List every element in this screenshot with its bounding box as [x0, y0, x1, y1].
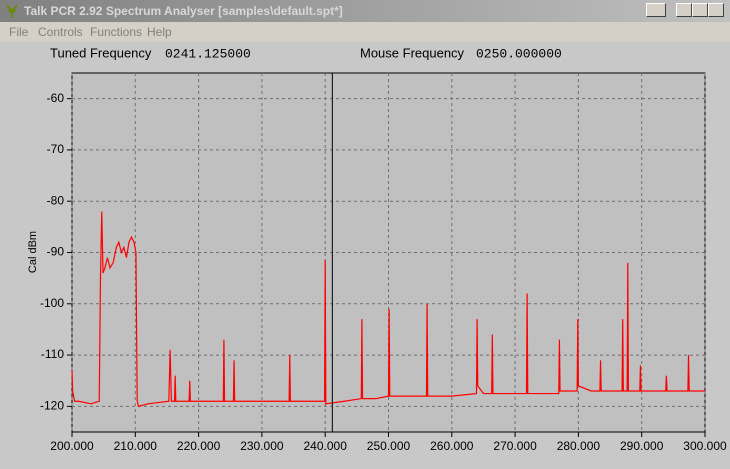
x-tick-label: 220.000 — [177, 439, 221, 453]
y-tick-label: -120 — [40, 399, 64, 413]
y-tick-label: -100 — [40, 296, 64, 310]
x-tick-label: 230.000 — [240, 439, 284, 453]
x-tick-label: 240.000 — [304, 439, 348, 453]
mouse-label: Mouse Frequency — [360, 45, 465, 60]
x-tick-label: 280.000 — [557, 439, 601, 453]
app-icon — [6, 4, 18, 18]
window-title: Talk PCR 2.92 Spectrum Analyser [samples… — [24, 4, 343, 18]
mouse-value: 0250.000000 — [476, 46, 562, 61]
spectrum-line — [71, 211, 705, 408]
x-tick-label: 250.000 — [367, 439, 411, 453]
x-tick-label: 270.000 — [493, 439, 537, 453]
y-tick-label: -60 — [47, 91, 65, 105]
spectrum-chart: Tuned Frequency 0241.125000 Mouse Freque… — [27, 45, 727, 453]
maximize-button[interactable] — [692, 3, 708, 17]
x-tick-label: 260.000 — [430, 439, 474, 453]
y-axis-label: Cal dBm — [27, 231, 39, 273]
close-button[interactable] — [708, 3, 724, 17]
menu-item[interactable]: File — [9, 25, 29, 39]
y-tick-label: -80 — [47, 193, 65, 207]
y-tick-label: -90 — [47, 245, 65, 259]
x-tick-label: 290.000 — [620, 439, 664, 453]
y-tick-label: -70 — [47, 142, 65, 156]
y-tick-label: -110 — [41, 347, 64, 361]
x-tick-label: 200.000 — [50, 439, 94, 453]
menu-item[interactable]: Help — [147, 25, 172, 39]
x-tick-label: 300.000 — [683, 439, 727, 453]
minimize-button[interactable] — [676, 3, 692, 17]
tuned-label: Tuned Frequency — [50, 45, 152, 60]
x-tick-label: 210.000 — [114, 439, 158, 453]
resize-button[interactable] — [646, 3, 666, 17]
title-bar: Talk PCR 2.92 Spectrum Analyser [samples… — [0, 0, 730, 22]
menu-item[interactable]: Functions — [90, 25, 143, 39]
tuned-value: 0241.125000 — [165, 46, 251, 61]
menu-item[interactable]: Controls — [38, 25, 83, 39]
menu-bar: File Controls Functions Help — [0, 22, 730, 42]
